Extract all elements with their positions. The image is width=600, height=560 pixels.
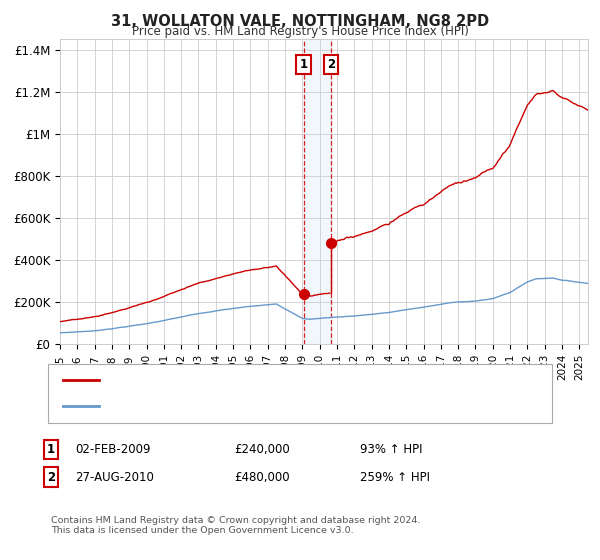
Text: 27-AUG-2010: 27-AUG-2010	[75, 470, 154, 484]
Text: HPI: Average price, detached house, City of Nottingham: HPI: Average price, detached house, City…	[108, 402, 414, 412]
Bar	[304, 39, 331, 344]
Text: Contains HM Land Registry data © Crown copyright and database right 2024.
This d: Contains HM Land Registry data © Crown c…	[51, 516, 421, 535]
Text: 2: 2	[327, 58, 335, 71]
Text: Price paid vs. HM Land Registry's House Price Index (HPI): Price paid vs. HM Land Registry's House …	[131, 25, 469, 38]
Text: 93% ↑ HPI: 93% ↑ HPI	[360, 443, 422, 456]
Text: 02-FEB-2009: 02-FEB-2009	[75, 443, 151, 456]
Text: 1: 1	[47, 443, 55, 456]
Text: 31, WOLLATON VALE, NOTTINGHAM, NG8 2PD: 31, WOLLATON VALE, NOTTINGHAM, NG8 2PD	[111, 14, 489, 29]
Text: £240,000: £240,000	[234, 443, 290, 456]
Text: 2: 2	[47, 470, 55, 484]
Text: 1: 1	[299, 58, 308, 71]
Text: 259% ↑ HPI: 259% ↑ HPI	[360, 470, 430, 484]
Text: 31, WOLLATON VALE, NOTTINGHAM, NG8 2PD (detached house): 31, WOLLATON VALE, NOTTINGHAM, NG8 2PD (…	[108, 375, 458, 385]
Text: £480,000: £480,000	[234, 470, 290, 484]
